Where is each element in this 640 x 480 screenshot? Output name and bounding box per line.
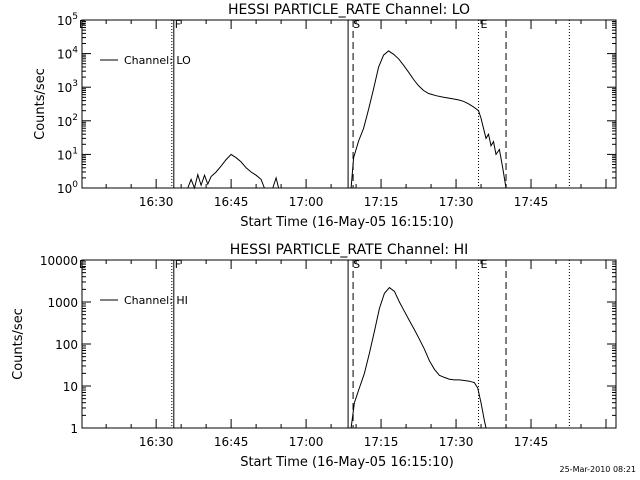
x-tick-label: 16:30 <box>139 435 174 449</box>
data-line <box>350 50 507 189</box>
data-line <box>272 176 280 189</box>
y-tick-label: 103 <box>57 79 78 95</box>
x-tick-label: 16:45 <box>214 435 249 449</box>
y-tick-label: 100 <box>57 180 78 196</box>
y-tick-label: 10 <box>63 380 78 394</box>
chart-panel-2: HESSI PARTICLE_RATE Channel: HI Start Tim… <box>11 242 617 470</box>
footer-timestamp: 25-Mar-2010 08:21 <box>559 465 637 474</box>
y-axis-label: Counts/sec <box>11 308 26 380</box>
data-line <box>187 153 265 190</box>
y-axis-label: Counts/sec <box>33 68 48 140</box>
x-tick-label: 17:00 <box>289 435 324 449</box>
legend-label: Channel: LO <box>124 54 191 67</box>
x-tick-label: 17:30 <box>439 435 474 449</box>
marker-label: E <box>481 258 488 271</box>
y-tick-label: 10000 <box>40 254 78 268</box>
plot-frame <box>81 259 617 429</box>
y-tick-label: 104 <box>57 46 78 62</box>
marker-label: S <box>353 18 360 31</box>
y-tick-label: 100 <box>55 338 78 352</box>
x-axis-label: Start Time (16-May-05 16:15:10) <box>240 455 454 470</box>
x-tick-label: 17:45 <box>514 195 549 209</box>
y-tick-label: 1000 <box>47 296 78 310</box>
legend-label: Channel: HI <box>124 294 188 307</box>
x-tick-label: 16:45 <box>214 195 249 209</box>
y-tick-label: 105 <box>57 12 78 28</box>
chart-title: HESSI PARTICLE_RATE Channel: LO <box>228 2 470 18</box>
marker-label: F <box>175 258 181 271</box>
chart-title: HESSI PARTICLE_RATE Channel: HI <box>230 242 468 258</box>
marker-label: E <box>79 258 86 271</box>
chart-panel-1: HESSI PARTICLE_RATE Channel: LO Start Tim… <box>33 2 617 230</box>
y-tick-label: 101 <box>57 146 78 162</box>
marker-label: E <box>79 18 86 31</box>
y-tick-label: 1 <box>70 422 78 436</box>
x-tick-label: 17:15 <box>364 195 399 209</box>
x-tick-label: 17:00 <box>289 195 324 209</box>
marker-label: S <box>353 258 360 271</box>
plot-frame <box>81 19 617 189</box>
y-tick-label: 102 <box>57 113 78 129</box>
marker-label: E <box>481 18 488 31</box>
x-tick-label: 17:30 <box>439 195 474 209</box>
data-line <box>350 286 487 429</box>
x-tick-label: 17:45 <box>514 435 549 449</box>
x-axis-label: Start Time (16-May-05 16:15:10) <box>240 215 454 230</box>
x-tick-label: 17:15 <box>364 435 399 449</box>
marker-label: F <box>175 18 181 31</box>
x-tick-label: 16:30 <box>139 195 174 209</box>
